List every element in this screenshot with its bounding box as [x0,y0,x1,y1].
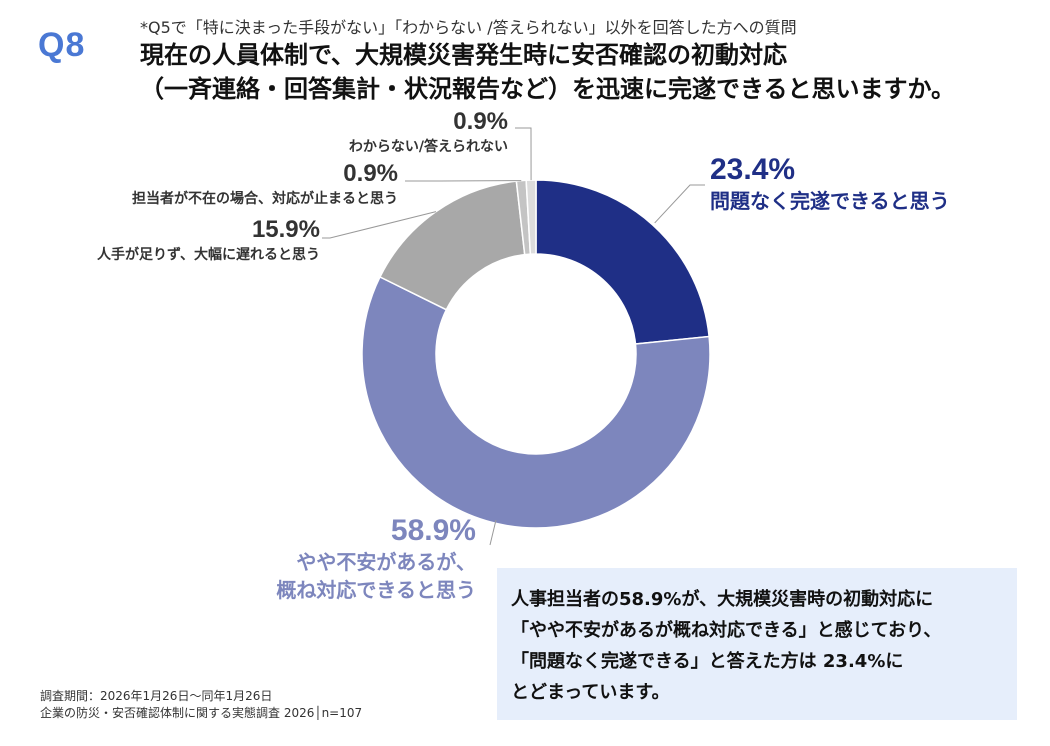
slice-label-somewhat-anxious: 58.9% やや不安があるが、 概ね対応できると思う [240,514,476,604]
leader-line-dont-know [515,127,532,181]
leader-line-completed [654,184,705,224]
summary-callout: 人事担当者の58.9%が、大規模災害時の初動対応に 「やや不安があるが概ね対応で… [497,568,1017,720]
slice-value-somewhat-anxious: 58.9% [390,514,476,547]
donut-slice-completed [535,179,710,345]
survey-period: 調査期間：2026年1月26日～同年1月26日 [40,689,273,703]
slice-text-somewhat-anxious-1: やや不安があるが、 [296,550,476,574]
donut-slice-somewhat-anxious [361,275,711,529]
slice-label-absent-staff: 0.9% 担当者が不在の場合、対応が止まると思う [60,160,398,208]
leader-line-understaffed [322,211,437,239]
slice-value-understaffed: 15.9% [251,216,320,243]
question-target-note: *Q5で「特に決まった手段がない」「わからない /答えられない」以外を回答した方… [140,18,797,37]
slice-text-understaffed: 人手が足りず、大幅に遅れると思う [96,247,320,263]
slice-text-absent-staff: 担当者が不在の場合、対応が止まると思う [132,191,398,207]
donut-slice-dont-know [525,179,537,255]
callout-line-1: 人事担当者の58.9%が、大規模災害時の初動対応に [511,589,934,610]
slice-label-completed: 23.4% 問題なく完遂できると思う [710,153,950,215]
leader-line-somewhat-anxious [489,519,497,546]
question-number-badge: Q8 [38,26,86,64]
slice-value-absent-staff: 0.9% [343,160,398,187]
slice-label-understaffed: 15.9% 人手が足りず、大幅に遅れると思う [44,216,320,264]
slice-text-completed: 問題なく完遂できると思う [710,189,950,213]
survey-name: 企業の防災・安否確認体制に関する実態調査 2026│n=107 [40,706,363,720]
slice-label-dont-know: 0.9% わからない/答えられない [280,108,508,156]
slice-value-dont-know: 0.9% [453,108,508,135]
title-line-2: （一斉連絡・回答集計・状況報告など）を迅速に完遂できると思いますか。 [140,75,956,103]
page-title: 現在の人員体制で、大規模災害発生時に安否確認の初動対応 （一斉連絡・回答集計・状… [140,38,1020,106]
slice-text-somewhat-anxious-2: 概ね対応できると思う [276,578,476,602]
callout-line-3: 「問題なく完遂できる」と答えた方は 23.4%に [511,651,904,672]
slice-value-completed: 23.4% [710,153,796,186]
callout-line-4: とどまっています。 [511,682,670,703]
callout-line-2: 「やや不安があるが概ね対応できる」と感じており、 [511,620,942,641]
slice-text-dont-know: わからない/答えられない [348,139,508,155]
title-line-1: 現在の人員体制で、大規模災害発生時に安否確認の初動対応 [140,41,788,69]
survey-footer: 調査期間：2026年1月26日～同年1月26日 企業の防災・安否確認体制に関する… [40,688,362,722]
